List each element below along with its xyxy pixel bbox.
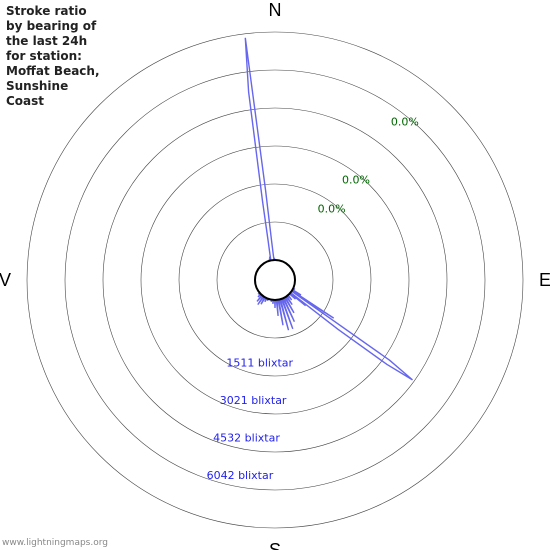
compass-s: S — [269, 540, 281, 550]
ring-label-blixtar: 4532 blixtar — [213, 432, 280, 445]
compass-w: V — [0, 270, 11, 290]
ring-label-pct: 0.0% — [342, 173, 370, 186]
compass-n: N — [269, 0, 282, 20]
ring-label-pct: 0.0% — [391, 115, 419, 128]
ring-label-blixtar: 3021 blixtar — [220, 394, 287, 407]
ring-label-blixtar: 1511 blixtar — [226, 357, 293, 370]
center-circle — [255, 260, 295, 300]
chart-title: Stroke ratio by bearing of the last 24h … — [6, 4, 100, 109]
ring-label-pct: 0.0% — [318, 203, 346, 216]
footer-credit: www.lightningmaps.org — [2, 538, 108, 548]
ring-label-blixtar: 6042 blixtar — [207, 469, 274, 482]
compass-e: E — [539, 270, 550, 290]
